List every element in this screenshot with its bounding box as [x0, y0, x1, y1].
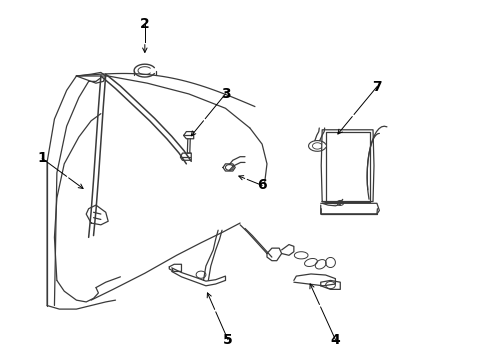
Text: 6: 6 [257, 178, 267, 192]
Text: 1: 1 [37, 152, 47, 166]
Text: 4: 4 [331, 333, 340, 347]
Text: 3: 3 [220, 87, 230, 101]
Text: 5: 5 [223, 333, 233, 347]
Text: 7: 7 [372, 80, 382, 94]
Text: 2: 2 [140, 17, 150, 31]
